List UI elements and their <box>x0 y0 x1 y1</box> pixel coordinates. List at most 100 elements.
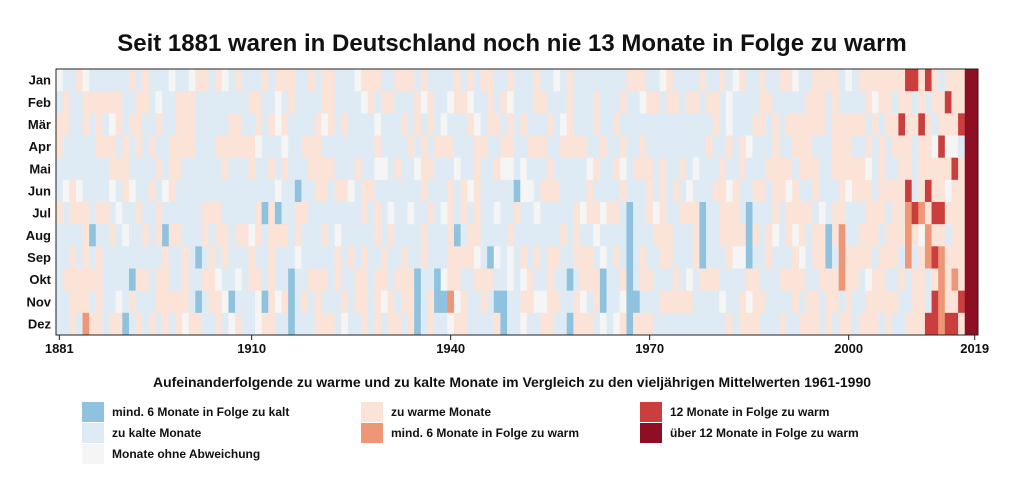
heatmap-cell <box>347 246 355 269</box>
heatmap-cell <box>208 224 216 247</box>
heatmap-cell <box>626 157 634 181</box>
heatmap-cell <box>274 202 282 225</box>
heatmap-cell <box>155 91 163 114</box>
heatmap-cell <box>938 135 946 159</box>
heatmap-cell <box>599 135 607 159</box>
heatmap-cell <box>593 268 601 292</box>
heatmap-cell <box>580 268 588 292</box>
heatmap-cell <box>652 268 661 292</box>
heatmap-cell <box>109 113 117 136</box>
heatmap-cell <box>440 246 448 269</box>
heatmap-cell <box>619 135 627 159</box>
heatmap-cell <box>500 224 508 247</box>
heatmap-cell <box>938 224 946 247</box>
heatmap-cell <box>599 312 607 336</box>
heatmap-cell <box>195 290 203 314</box>
heatmap-cell <box>878 135 886 159</box>
heatmap-cell <box>951 290 959 314</box>
heatmap-cell <box>427 135 435 159</box>
heatmap-cell <box>274 312 282 336</box>
heatmap-cell <box>367 157 375 181</box>
heatmap-cell <box>215 69 223 92</box>
heatmap-cell <box>327 135 335 159</box>
row-label: Aug <box>26 228 51 243</box>
heatmap-cell <box>586 69 594 92</box>
heatmap-cell <box>321 224 329 247</box>
heatmap-cell <box>931 91 939 114</box>
heatmap-cell <box>480 179 488 203</box>
heatmap-cell <box>699 69 707 92</box>
heatmap-cell <box>314 135 322 159</box>
heatmap-cell <box>586 312 594 336</box>
heatmap-cell <box>779 157 787 181</box>
heatmap-cell <box>168 69 176 92</box>
heatmap-cell <box>911 268 919 292</box>
heatmap-cell <box>871 135 879 159</box>
heatmap-cell <box>871 113 879 136</box>
heatmap-cell <box>361 179 369 203</box>
heatmap-cell <box>102 246 110 269</box>
heatmap-cell <box>606 91 614 114</box>
heatmap-cell <box>898 135 906 159</box>
heatmap-cell <box>254 312 263 336</box>
heatmap-cell <box>334 290 342 314</box>
heatmap-cell <box>394 135 402 159</box>
heatmap-cell <box>752 246 760 269</box>
heatmap-cell <box>858 157 866 181</box>
heatmap-cell <box>586 290 594 314</box>
heatmap-cell <box>487 135 495 159</box>
legend-label: zu warme Monate <box>391 405 492 419</box>
heatmap-cell <box>440 69 448 92</box>
heatmap-cell <box>115 312 123 336</box>
heatmap-cell <box>420 113 428 136</box>
heatmap-cell <box>652 69 661 92</box>
heatmap-cell <box>938 312 946 336</box>
heatmap-cell <box>109 224 117 247</box>
heatmap-cell <box>109 290 117 314</box>
heatmap-cell <box>593 202 601 225</box>
heatmap-cell <box>274 135 282 159</box>
heatmap-cell <box>818 135 826 159</box>
heatmap-cell <box>692 202 700 225</box>
heatmap-cell <box>706 69 714 92</box>
heatmap-cell <box>566 268 574 292</box>
heatmap-cell <box>274 113 282 136</box>
heatmap-cell <box>288 224 296 247</box>
heatmap-cell <box>168 246 176 269</box>
heatmap-cell <box>248 91 256 114</box>
heatmap-cell <box>162 224 170 247</box>
heatmap-cell <box>792 312 800 336</box>
heatmap-cell <box>772 312 780 336</box>
heatmap-cell <box>294 202 302 225</box>
heatmap-cell <box>639 268 647 292</box>
heatmap-cell <box>487 157 495 181</box>
heatmap-cell <box>102 179 110 203</box>
heatmap-cell <box>666 69 674 92</box>
heatmap-cell <box>560 312 568 336</box>
heatmap-cell <box>779 290 787 314</box>
heatmap-cell <box>686 202 694 225</box>
heatmap-cell <box>327 91 335 114</box>
heatmap-cell <box>540 224 548 247</box>
heatmap-cell <box>69 246 77 269</box>
heatmap-cell <box>706 91 714 114</box>
heatmap-cell <box>891 246 899 269</box>
heatmap-cell <box>387 179 395 203</box>
heatmap-cell <box>201 290 209 314</box>
heatmap-cell <box>765 224 773 247</box>
heatmap-cell <box>772 290 780 314</box>
heatmap-cell <box>221 312 229 336</box>
heatmap-cell <box>493 246 501 269</box>
heatmap-cell <box>308 157 316 181</box>
heatmap-cell <box>215 290 223 314</box>
heatmap-cell <box>467 312 475 336</box>
heatmap-cell <box>89 157 97 181</box>
heatmap-cell <box>407 157 415 181</box>
heatmap-cell <box>95 157 103 181</box>
heatmap-cell <box>739 224 747 247</box>
heatmap-cell <box>314 246 322 269</box>
heatmap-cell <box>354 135 362 159</box>
heatmap-cell <box>898 91 906 114</box>
heatmap-cell <box>931 224 939 247</box>
heatmap-cell <box>334 135 342 159</box>
